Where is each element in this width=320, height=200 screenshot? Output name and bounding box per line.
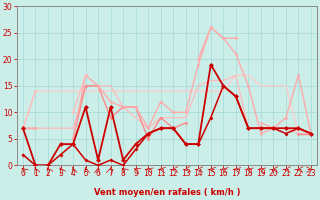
X-axis label: Vent moyen/en rafales ( km/h ): Vent moyen/en rafales ( km/h ) (94, 188, 240, 197)
